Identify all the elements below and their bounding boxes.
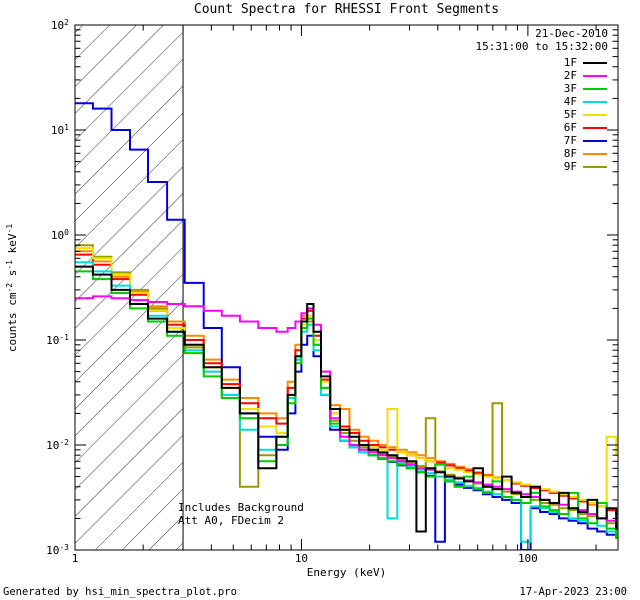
legend-item-color-line (583, 87, 607, 90)
legend-item-color-line (583, 165, 607, 168)
y-tick-label: 10-3 (46, 543, 69, 557)
y-tick-label: 10-1 (46, 333, 69, 347)
series-6F (75, 253, 618, 515)
legend-item-color-line (583, 61, 607, 64)
x-tick-label: 100 (518, 552, 538, 565)
legend-item-label: 6F (563, 121, 577, 134)
y-tick-label: 101 (51, 123, 69, 137)
background-note: Includes Background (178, 501, 304, 514)
legend-item-color-line (583, 139, 607, 142)
y-tick-label: 100 (51, 228, 69, 242)
observation-datetime: 21-Dec-2010 15:31:00 to 15:32:00 (476, 27, 608, 53)
legend-item-color-line (583, 100, 607, 103)
x-tick-label: 10 (295, 552, 308, 565)
legend-item: 2F (564, 69, 607, 82)
series-4F (75, 261, 618, 543)
plot-frame (74, 24, 619, 551)
legend-item: 7F (564, 134, 607, 147)
legend-item: 1F (564, 56, 607, 69)
legend: 1F 2F 3F 4F 5F 6F 7F 8F 9F (564, 56, 607, 173)
legend-item-color-line (583, 74, 607, 77)
legend-item-label: 7F (563, 134, 577, 147)
x-axis-label: Energy (keV) (306, 566, 387, 579)
generator-credit: Generated by hsi_min_spectra_plot.pro (3, 586, 237, 598)
legend-item: 6F (564, 121, 607, 134)
observation-time-range: 15:31:00 to 15:32:00 (475, 40, 608, 53)
legend-item: 8F (564, 147, 607, 160)
legend-item-label: 3F (563, 82, 577, 95)
legend-item-color-line (583, 126, 607, 129)
y-tick-label: 10-2 (46, 438, 69, 452)
render-timestamp: 17-Apr-2023 23:00 (519, 586, 627, 598)
legend-item-label: 5F (563, 108, 577, 121)
chart-title: Count Spectra for RHESSI Front Segments (193, 2, 500, 17)
legend-item-label: 9F (563, 160, 577, 173)
legend-item: 3F (564, 82, 607, 95)
y-tick-label: 102 (51, 18, 69, 32)
legend-item-label: 1F (563, 56, 577, 69)
attenuator-note: Att A0, FDecim 2 (178, 514, 284, 527)
legend-item-color-line (583, 113, 607, 116)
observation-date: 21-Dec-2010 (535, 27, 608, 40)
legend-item: 9F (564, 160, 607, 173)
y-axis-label: counts cm-2 s-1 keV-1 (5, 224, 19, 352)
legend-item-label: 8F (563, 147, 577, 160)
series-1F (75, 265, 618, 533)
x-tick-label: 1 (72, 552, 79, 565)
legend-item: 4F (564, 95, 607, 108)
legend-item-label: 4F (563, 95, 577, 108)
legend-item: 5F (564, 108, 607, 121)
legend-item-label: 2F (563, 69, 577, 82)
series-3F (75, 270, 618, 539)
legend-item-color-line (583, 152, 607, 155)
